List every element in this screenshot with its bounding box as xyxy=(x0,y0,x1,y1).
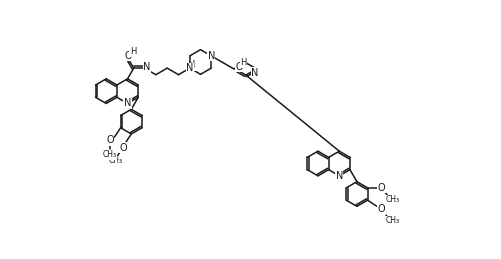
Text: N: N xyxy=(186,63,193,73)
Text: N: N xyxy=(252,68,259,78)
Text: CH₃: CH₃ xyxy=(386,217,400,225)
Text: O: O xyxy=(119,143,127,153)
Text: O: O xyxy=(378,183,385,193)
Text: O: O xyxy=(106,135,114,145)
Text: CH₃: CH₃ xyxy=(103,150,117,159)
Text: O: O xyxy=(378,204,385,214)
Text: N: N xyxy=(188,60,195,70)
Text: N: N xyxy=(336,171,343,181)
Text: H: H xyxy=(240,58,246,67)
Text: N: N xyxy=(207,51,215,61)
Text: H: H xyxy=(130,47,136,56)
Text: CH₃: CH₃ xyxy=(109,156,123,166)
Text: CH₃: CH₃ xyxy=(386,195,400,204)
Text: O: O xyxy=(235,62,242,71)
Text: O: O xyxy=(125,51,132,61)
Text: N: N xyxy=(143,62,150,72)
Text: N: N xyxy=(124,98,131,109)
